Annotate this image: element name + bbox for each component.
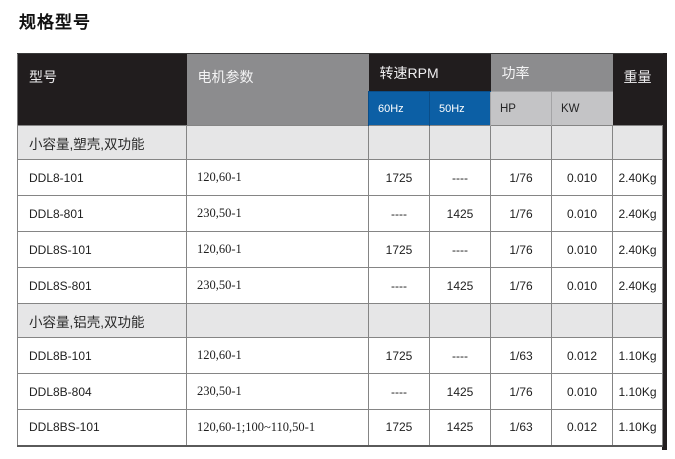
table-row: DDL8BS-101 120,60-1;100~110,50-1 1725 14… <box>17 409 663 446</box>
table-row: DDL8S-101 120,60-1 1725 ---- 1/76 0.010 … <box>17 231 663 268</box>
rpm50-cell: 1425 <box>429 373 491 410</box>
spec-table: 型号 电机参数 转速RPM 功率 重量 60Hz 50Hz HP KW 小容量,… <box>17 53 663 447</box>
model-cell: DDL8B-804 <box>17 373 187 410</box>
subheader-60hz: 60Hz <box>368 91 430 126</box>
weight-cell: 2.40Kg <box>612 267 663 304</box>
hp-cell: 1/76 <box>490 267 552 304</box>
table-row: DDL8B-804 230,50-1 ---- 1425 1/76 0.010 … <box>17 373 663 410</box>
section-row: 小容量,铝壳,双功能 <box>17 303 663 338</box>
model-cell: DDL8B-101 <box>17 337 187 374</box>
params-cell: 120,60-1 <box>186 159 369 196</box>
kw-cell: 0.010 <box>551 195 613 232</box>
rpm50-cell: ---- <box>429 159 491 196</box>
rpm60-cell: 1725 <box>368 337 430 374</box>
subheader-50hz: 50Hz <box>429 91 491 126</box>
rpm60-cell: 1725 <box>368 159 430 196</box>
rpm60-cell: 1725 <box>368 231 430 268</box>
table-row: DDL8S-801 230,50-1 ---- 1425 1/76 0.010 … <box>17 267 663 304</box>
subheader-kw: KW <box>551 91 613 126</box>
spec-table-wrapper: 型号 电机参数 转速RPM 功率 重量 60Hz 50Hz HP KW 小容量,… <box>17 53 667 450</box>
subheader-hp: HP <box>490 91 552 126</box>
rpm60-cell: 1725 <box>368 409 430 446</box>
model-cell: DDL8BS-101 <box>17 409 187 446</box>
table-row: DDL8B-101 120,60-1 1725 ---- 1/63 0.012 … <box>17 337 663 374</box>
model-cell: DDL8-801 <box>17 195 187 232</box>
params-cell: 120,60-1;100~110,50-1 <box>186 409 369 446</box>
section-label: 小容量,铝壳,双功能 <box>17 303 187 338</box>
model-cell: DDL8S-801 <box>17 267 187 304</box>
weight-cell: 1.10Kg <box>612 373 663 410</box>
rpm50-cell: 1425 <box>429 267 491 304</box>
header-speed-rpm: 转速RPM <box>368 53 491 92</box>
params-cell: 230,50-1 <box>186 373 369 410</box>
rpm60-cell: ---- <box>368 195 430 232</box>
kw-cell: 0.010 <box>551 231 613 268</box>
kw-cell: 0.012 <box>551 409 613 446</box>
weight-cell: 2.40Kg <box>612 231 663 268</box>
hp-cell: 1/63 <box>490 337 552 374</box>
section-label: 小容量,塑壳,双功能 <box>17 125 187 160</box>
header-model: 型号 <box>17 53 187 126</box>
rpm50-cell: ---- <box>429 231 491 268</box>
hp-cell: 1/63 <box>490 409 552 446</box>
hp-cell: 1/76 <box>490 159 552 196</box>
params-cell: 230,50-1 <box>186 195 369 232</box>
model-cell: DDL8-101 <box>17 159 187 196</box>
model-cell: DDL8S-101 <box>17 231 187 268</box>
kw-cell: 0.012 <box>551 337 613 374</box>
rpm50-cell: 1425 <box>429 409 491 446</box>
table-row: DDL8-801 230,50-1 ---- 1425 1/76 0.010 2… <box>17 195 663 232</box>
params-cell: 230,50-1 <box>186 267 369 304</box>
weight-cell: 2.40Kg <box>612 195 663 232</box>
header-row-top: 型号 电机参数 转速RPM 功率 重量 <box>17 53 663 126</box>
kw-cell: 0.010 <box>551 159 613 196</box>
weight-cell: 1.10Kg <box>612 337 663 374</box>
header-motor-params: 电机参数 <box>186 53 369 126</box>
hp-cell: 1/76 <box>490 373 552 410</box>
page-title: 规格型号 <box>19 13 91 32</box>
header-row-sub: 60Hz 50Hz HP KW <box>18 91 663 126</box>
weight-cell: 2.40Kg <box>612 159 663 196</box>
table-row: DDL8-101 120,60-1 1725 ---- 1/76 0.010 2… <box>17 159 663 196</box>
weight-cell: 1.10Kg <box>612 409 663 446</box>
rpm50-cell: ---- <box>429 337 491 374</box>
header-weight: 重量 <box>612 53 663 126</box>
kw-cell: 0.010 <box>551 267 613 304</box>
params-cell: 120,60-1 <box>186 231 369 268</box>
hp-cell: 1/76 <box>490 195 552 232</box>
section-row: 小容量,塑壳,双功能 <box>17 125 663 160</box>
rpm60-cell: ---- <box>368 373 430 410</box>
hp-cell: 1/76 <box>490 231 552 268</box>
rpm50-cell: 1425 <box>429 195 491 232</box>
kw-cell: 0.010 <box>551 373 613 410</box>
rpm60-cell: ---- <box>368 267 430 304</box>
header-power: 功率 <box>490 53 613 92</box>
params-cell: 120,60-1 <box>186 337 369 374</box>
